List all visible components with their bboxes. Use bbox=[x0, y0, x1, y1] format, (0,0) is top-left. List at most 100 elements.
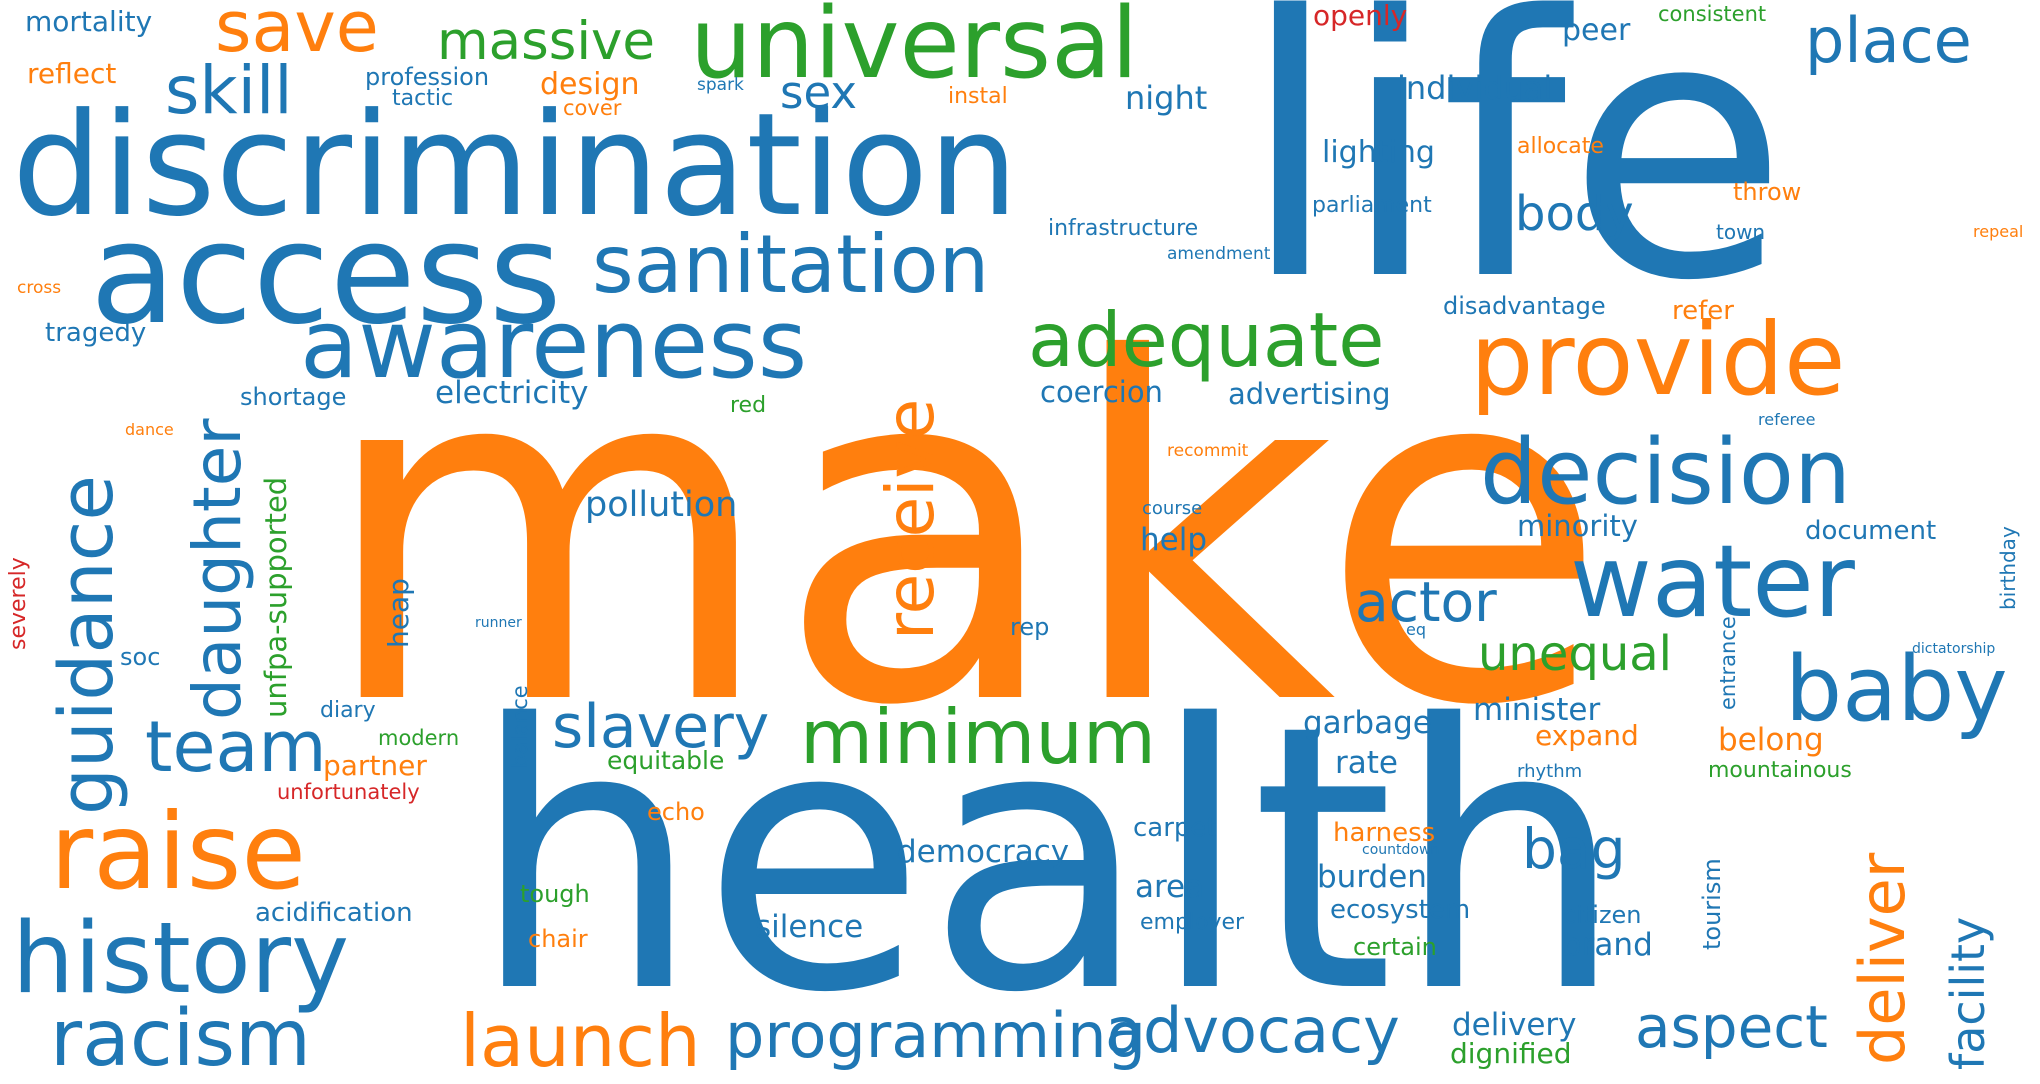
word-delivery: delivery bbox=[1452, 1007, 1577, 1043]
word-bag: bag bbox=[1522, 817, 1626, 881]
word-sex: sex bbox=[780, 66, 857, 119]
word-tragedy: tragedy bbox=[45, 318, 147, 348]
word-citizen: citizen bbox=[1563, 901, 1642, 929]
word-tough: tough bbox=[520, 880, 590, 908]
word-deliver: deliver bbox=[1846, 852, 1919, 1065]
word-water: water bbox=[1570, 523, 1855, 640]
word-skill: skill bbox=[165, 52, 293, 129]
word-team: team bbox=[145, 706, 327, 788]
word-belong: belong bbox=[1718, 722, 1824, 758]
word-minister: minister bbox=[1473, 692, 1601, 728]
word-openly: openly bbox=[1313, 0, 1408, 32]
word-tactic: tactic bbox=[392, 86, 454, 111]
word-modern: modern bbox=[378, 726, 460, 750]
word-advocacy: advocacy bbox=[1105, 994, 1400, 1067]
word-rhythm: rhythm bbox=[1517, 761, 1583, 782]
word-advertising: advertising bbox=[1228, 377, 1391, 411]
word-programming: programming bbox=[725, 999, 1146, 1072]
word-discrimination: discrimination bbox=[12, 83, 1019, 248]
word-tourism: tourism bbox=[1698, 858, 1726, 950]
word-individual: individual bbox=[1397, 69, 1553, 107]
word-countdown: countdown bbox=[1362, 842, 1440, 858]
word-chair: chair bbox=[528, 925, 588, 953]
word-history: history bbox=[12, 902, 350, 1016]
word-place: place bbox=[1805, 4, 1972, 77]
word-democracy: democracy bbox=[897, 834, 1070, 870]
word-town: town bbox=[1716, 220, 1766, 244]
word-profession: profession bbox=[365, 63, 490, 91]
word-access: access bbox=[90, 193, 562, 356]
word-runner: runner bbox=[475, 615, 522, 631]
word-throw: throw bbox=[1733, 178, 1802, 206]
word-recommit: recommit bbox=[1167, 441, 1249, 461]
word-cover: cover bbox=[563, 96, 622, 120]
word-amendment: amendment bbox=[1167, 244, 1271, 264]
word-save: save bbox=[215, 0, 379, 68]
word-heap: heap bbox=[382, 578, 415, 648]
word-partner: partner bbox=[323, 749, 427, 782]
word-help: help bbox=[1140, 522, 1208, 558]
word-receive: receive bbox=[872, 398, 949, 640]
word-body: body bbox=[1515, 186, 1634, 242]
word-facility: facility bbox=[1941, 916, 1995, 1070]
word-carpet: carpet bbox=[1133, 813, 1217, 843]
word-expand: expand bbox=[1535, 719, 1639, 752]
word-adequate: adequate bbox=[1028, 296, 1385, 384]
word-massive: massive bbox=[437, 11, 656, 72]
word-coercion: coercion bbox=[1040, 375, 1163, 409]
word-garbage: garbage bbox=[1303, 705, 1432, 741]
word-echo: echo bbox=[647, 798, 705, 826]
word-course: course bbox=[1142, 498, 1203, 519]
word-design: design bbox=[540, 67, 640, 102]
word-baby: baby bbox=[1785, 637, 2008, 742]
word-minimum: minimum bbox=[800, 693, 1156, 781]
word-employer: employer bbox=[1140, 910, 1245, 935]
word-mountainous: mountainous bbox=[1708, 758, 1852, 783]
word-referee: referee bbox=[1758, 410, 1816, 429]
word-soc: soc bbox=[120, 643, 161, 671]
word-shortage: shortage bbox=[240, 383, 347, 411]
word-health: health bbox=[470, 648, 1626, 1073]
word-birthday: birthday bbox=[1996, 526, 2020, 610]
word-area: area bbox=[1135, 869, 1205, 905]
word-pollution: pollution bbox=[585, 485, 738, 525]
word-burden: burden bbox=[1317, 859, 1427, 895]
word-rep: rep bbox=[1010, 613, 1050, 641]
word-silence: silence bbox=[755, 909, 864, 945]
word-unfpa-supported: unfpa-supported bbox=[259, 476, 293, 718]
word-lighting: lighting bbox=[1322, 135, 1435, 170]
word-equitable: equitable bbox=[607, 746, 725, 775]
word-unfortunately: unfortunately bbox=[277, 780, 420, 804]
word-unequal: unequal bbox=[1478, 626, 1673, 682]
word-allocate: allocate bbox=[1517, 134, 1604, 159]
word-decision: decision bbox=[1480, 420, 1851, 525]
word-eq: eq bbox=[1406, 620, 1426, 639]
word-refer: refer bbox=[1672, 296, 1734, 326]
word-mortality: mortality bbox=[25, 5, 153, 38]
word-daughter: daughter bbox=[179, 418, 256, 720]
word-disadvantage: disadvantage bbox=[1443, 292, 1606, 320]
word-make: make bbox=[318, 261, 1609, 808]
word-ecosystem: ecosystem bbox=[1330, 895, 1471, 925]
word-awareness: awareness bbox=[300, 290, 808, 400]
word-launch: launch bbox=[460, 999, 701, 1083]
word-universal: universal bbox=[690, 0, 1139, 101]
word-electricity: electricity bbox=[435, 375, 589, 411]
word-document: document bbox=[1805, 516, 1937, 546]
word-spark: spark bbox=[697, 75, 744, 95]
word-raise: raise bbox=[50, 791, 306, 913]
word-dignified: dignified bbox=[1450, 1037, 1572, 1070]
word-life: life bbox=[1240, 0, 1789, 359]
word-balance: balance bbox=[508, 685, 532, 768]
word-dance: dance bbox=[125, 420, 174, 439]
word-rate: rate bbox=[1335, 745, 1398, 781]
word-brand: brand bbox=[1562, 927, 1653, 963]
word-provide: provide bbox=[1470, 301, 1846, 418]
word-racism: racism bbox=[50, 994, 312, 1084]
word-entrance: entrance bbox=[1716, 616, 1740, 710]
word-consistent: consistent bbox=[1658, 2, 1767, 26]
word-aspect: aspect bbox=[1635, 993, 1828, 1061]
word-diary: diary bbox=[320, 698, 376, 723]
word-infrastructure: infrastructure bbox=[1048, 216, 1199, 241]
